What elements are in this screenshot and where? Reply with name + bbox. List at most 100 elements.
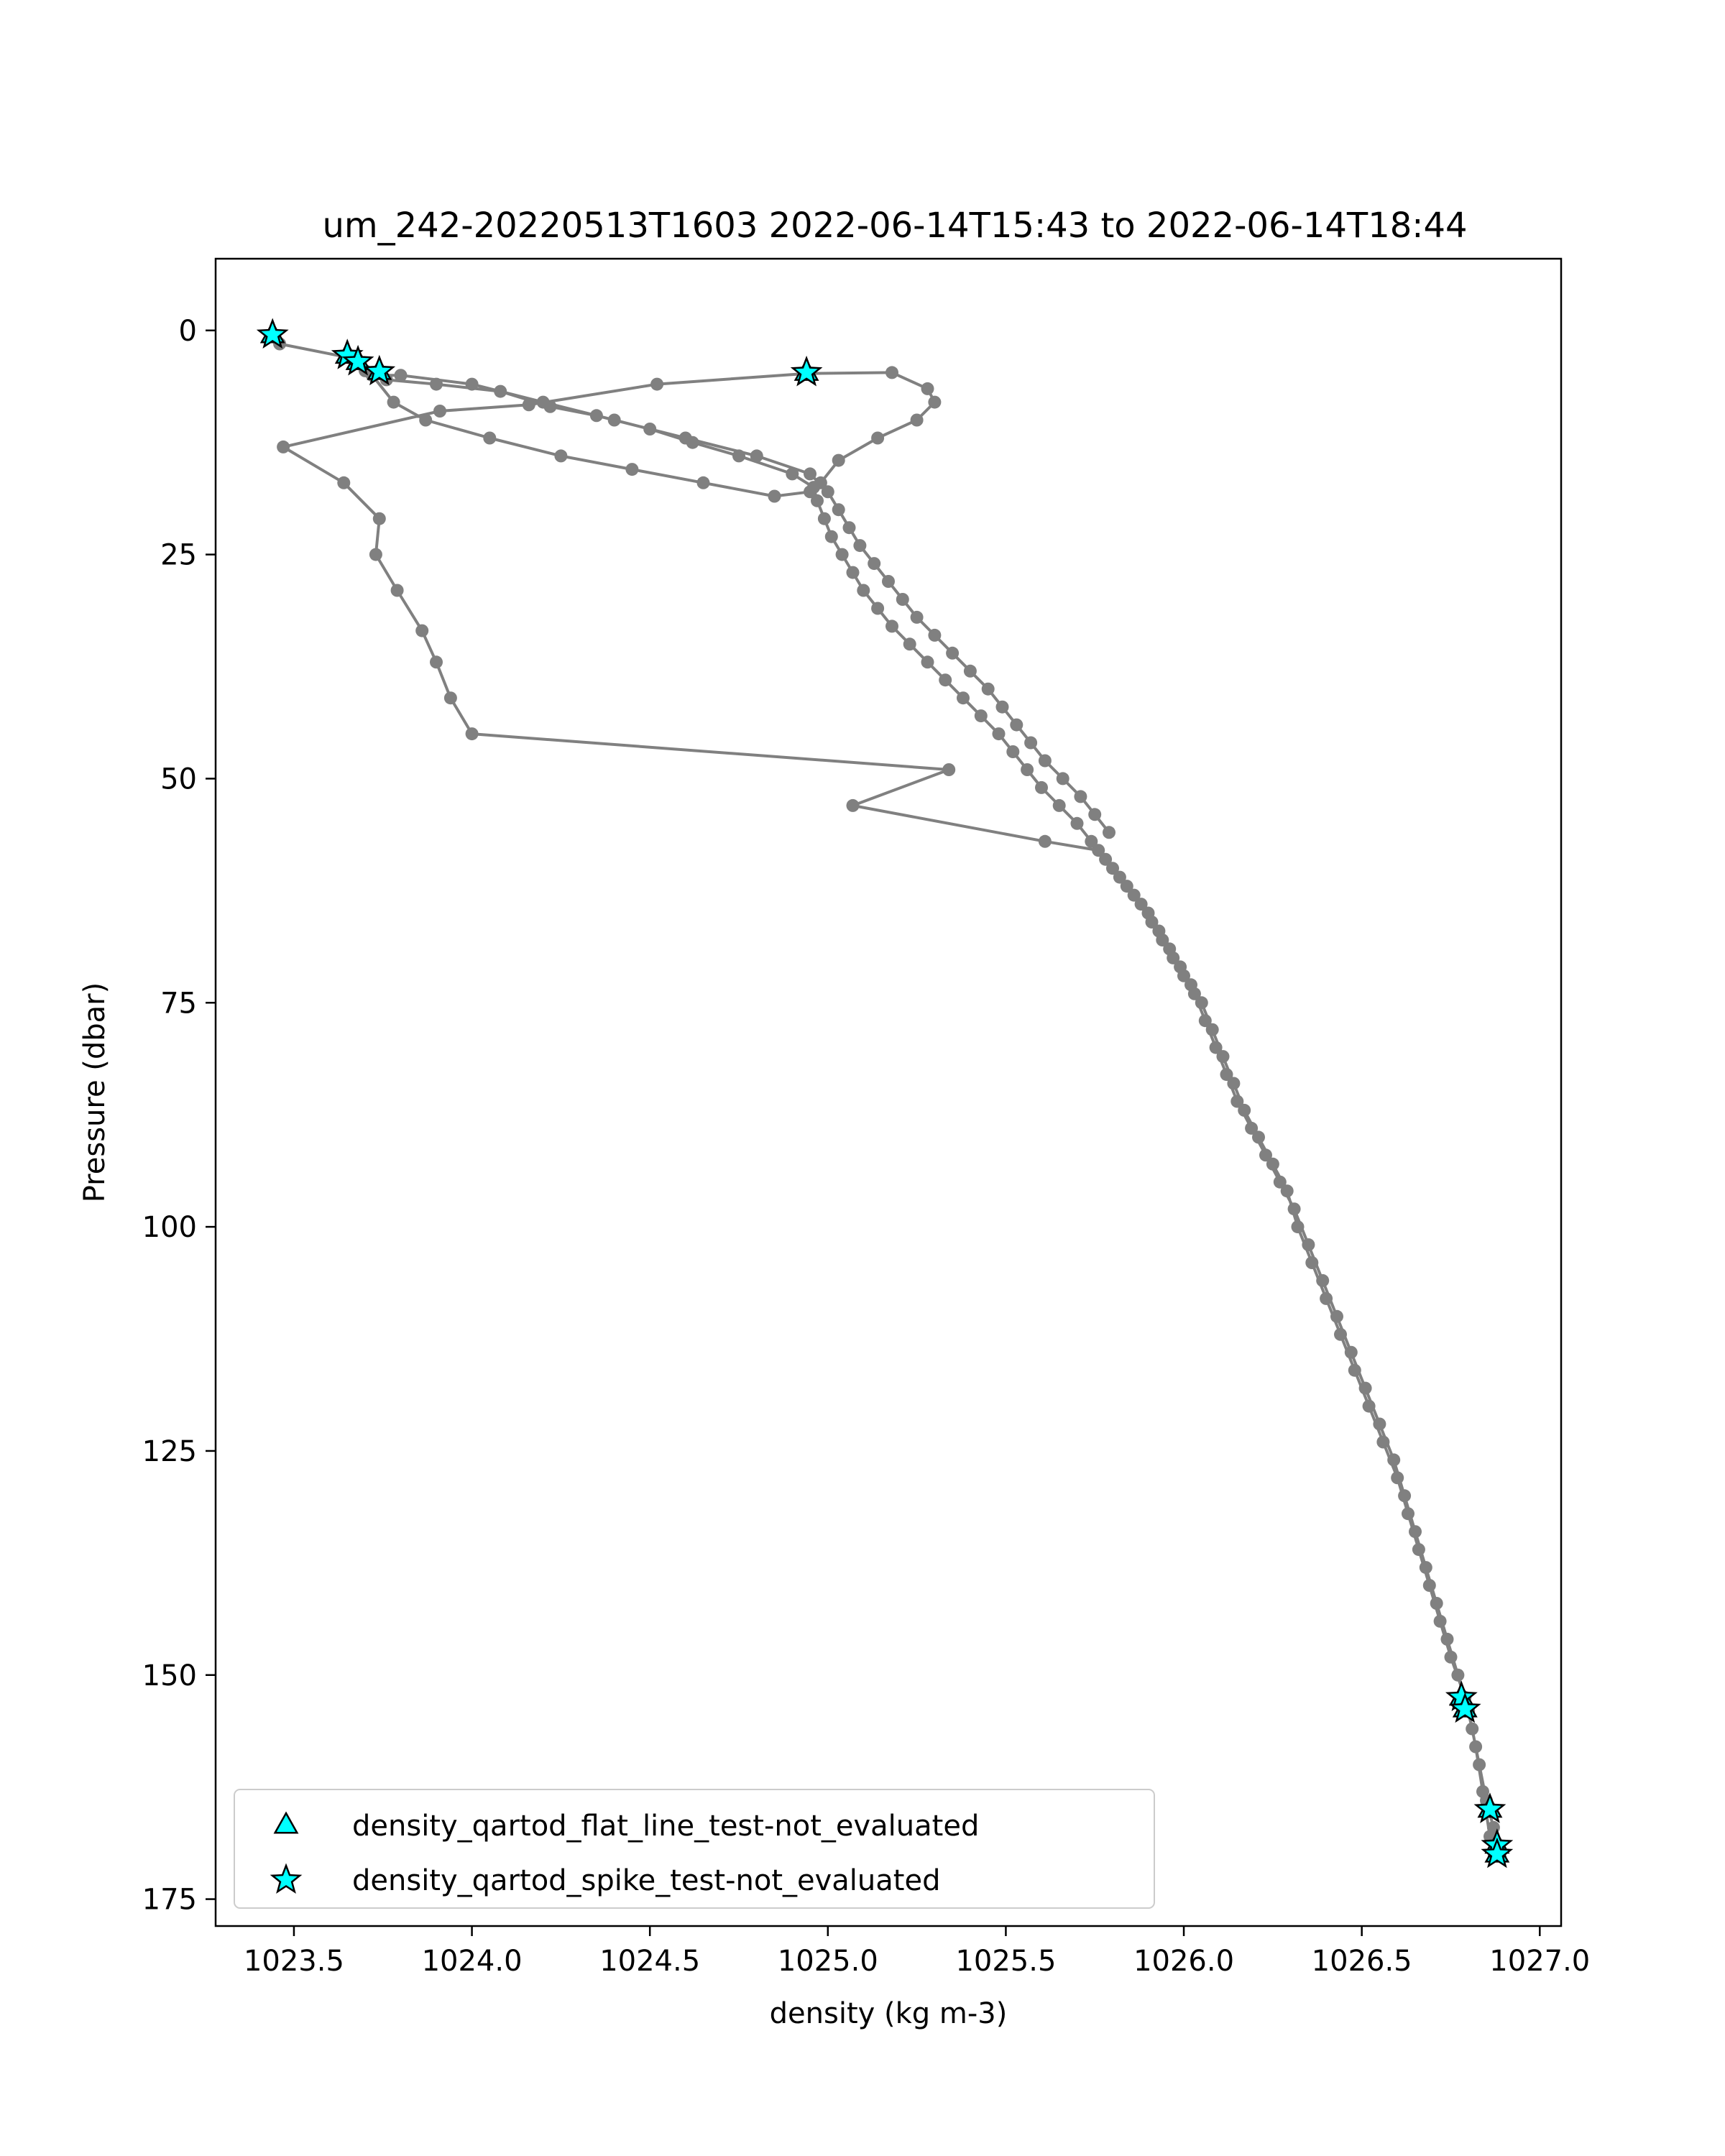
profile-point	[1373, 1417, 1386, 1431]
profile-point	[1473, 1758, 1486, 1772]
profile-point	[942, 763, 956, 776]
profile-point	[946, 646, 960, 660]
profile-point	[1106, 862, 1119, 875]
profile-point	[1052, 798, 1066, 812]
profile-point	[910, 610, 924, 624]
profile-point	[1466, 1722, 1479, 1736]
profile-point	[903, 637, 916, 651]
legend-box	[234, 1789, 1155, 1909]
profile-point	[835, 548, 849, 561]
profile-point	[430, 655, 443, 669]
profile-point	[387, 395, 400, 409]
profile-point	[1422, 1579, 1436, 1592]
profile-point	[1305, 1256, 1319, 1269]
profile-point	[981, 682, 995, 696]
profile-point	[1419, 1561, 1432, 1575]
spike-test-marker	[1473, 1792, 1506, 1823]
profile-point	[1070, 816, 1084, 830]
profile-point	[465, 377, 479, 391]
legend-label: density_qartod_spike_test-not_evaluated	[352, 1864, 940, 1897]
profile-point	[1006, 745, 1020, 758]
profile-point	[910, 413, 924, 427]
profile-point	[992, 727, 1006, 741]
profile-point	[1227, 1077, 1241, 1090]
profile-point	[939, 673, 952, 687]
profile-point	[1195, 996, 1208, 1010]
profile-point	[1099, 852, 1113, 866]
profile-point	[814, 476, 827, 489]
profile-point	[786, 467, 799, 481]
x-tick-label: 1024.5	[599, 1945, 700, 1978]
profile-point	[369, 548, 382, 561]
profile-point	[1238, 1103, 1251, 1117]
profile-point	[1092, 844, 1105, 857]
profile-point	[1024, 736, 1038, 750]
profile-point	[483, 431, 497, 445]
legend-label: density_qartod_flat_line_test-not_evalua…	[352, 1810, 979, 1843]
series-layer	[256, 318, 1514, 1869]
profile-point	[1088, 808, 1102, 821]
profile-point	[1187, 987, 1201, 1000]
y-tick-label: 0	[179, 315, 197, 348]
spike-test-marker	[1448, 1692, 1481, 1723]
profile-point	[443, 691, 457, 705]
profile-point	[589, 409, 603, 423]
profile-point	[1280, 1184, 1294, 1198]
profile-point	[1469, 1740, 1483, 1754]
legend-star-marker	[270, 1863, 303, 1894]
profile-point	[430, 377, 443, 391]
x-tick-label: 1025.5	[955, 1945, 1056, 1978]
profile-point	[536, 395, 550, 409]
profile-point	[886, 366, 898, 379]
spike-test-marker	[256, 318, 289, 349]
profile-point	[277, 440, 290, 453]
profile-point	[1291, 1220, 1305, 1234]
profile-point	[1056, 772, 1070, 786]
profile-point	[1391, 1471, 1404, 1485]
profile-point	[1387, 1453, 1401, 1467]
profile-point	[1035, 780, 1048, 794]
profile-point	[963, 664, 977, 678]
profile-point	[1316, 1273, 1330, 1287]
profile-point	[995, 700, 1009, 714]
profile-point	[768, 489, 781, 503]
x-axis-label: density (kg m-3)	[770, 1997, 1008, 2030]
profile-point	[1287, 1202, 1301, 1216]
profile-point	[832, 453, 845, 467]
profile-point	[1074, 790, 1087, 803]
profile-point	[650, 377, 664, 391]
profile-point	[643, 423, 657, 436]
profile-point	[821, 485, 834, 499]
profile-point	[732, 449, 745, 463]
spike-test-marker	[1481, 1837, 1514, 1869]
profile-point	[921, 382, 934, 395]
profile-point	[554, 449, 568, 463]
profile-point	[415, 624, 429, 637]
profile-point	[1440, 1632, 1454, 1646]
x-tick-label: 1024.0	[422, 1945, 523, 1978]
profile-point	[1103, 826, 1116, 839]
legend-triangle-marker	[273, 1811, 299, 1834]
profile-point	[337, 476, 351, 489]
profile-point	[1145, 916, 1159, 929]
profile-point	[372, 512, 386, 525]
y-tick-label: 175	[142, 1884, 197, 1917]
profile-point	[1266, 1157, 1279, 1171]
profile-point	[494, 384, 507, 398]
profile-point	[1320, 1291, 1333, 1305]
profile-point	[1430, 1597, 1443, 1610]
profile-point	[846, 566, 860, 579]
profile-point	[419, 413, 433, 427]
profile-point	[928, 628, 942, 642]
profile-point	[811, 494, 824, 507]
y-tick-label: 50	[160, 763, 197, 796]
profile-point	[857, 584, 870, 597]
profile-point	[846, 798, 860, 812]
spike-test-marker	[363, 354, 396, 386]
profile-point	[1198, 1014, 1212, 1028]
profile-point	[1167, 951, 1180, 964]
profile-point	[522, 398, 535, 412]
profile-point	[1476, 1784, 1489, 1798]
profile-point	[1038, 834, 1052, 848]
